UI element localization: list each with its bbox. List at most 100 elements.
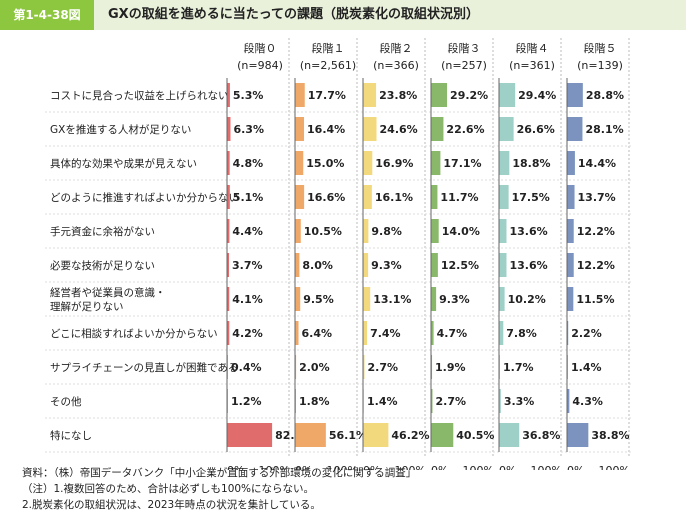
- data-label-s0-r6: 4.1%: [232, 293, 263, 306]
- data-label-s1-r9: 1.8%: [299, 395, 330, 408]
- tick-label-100-s1: 100%: [327, 464, 358, 470]
- tick-label-0-s5: 0%: [567, 464, 584, 470]
- footnote-1: （注）1.複数回答のため、合計は必ずしも100%にならない。: [22, 483, 315, 495]
- category-label-0: コストに見合った収益を上げられない: [50, 89, 229, 102]
- bar-s1-r3: [295, 185, 305, 209]
- bar-s3-r4: [431, 219, 439, 243]
- data-label-s1-r0: 17.7%: [308, 89, 346, 102]
- data-label-s2-r6: 13.1%: [373, 293, 411, 306]
- data-label-s5-r6: 11.5%: [576, 293, 614, 306]
- bar-s5-r0: [567, 83, 583, 107]
- bar-s5-r9: [567, 389, 570, 413]
- bar-s5-r7: [567, 321, 569, 345]
- data-label-s5-r1: 28.1%: [585, 123, 623, 136]
- figure-id-badge: 第1-4-38図: [0, 0, 94, 30]
- bar-s2-r10: [363, 423, 389, 447]
- bar-s4-r4: [499, 219, 507, 243]
- data-label-s3-r10: 40.5%: [456, 429, 494, 442]
- series-n-1: (n=2,561): [300, 59, 356, 72]
- series-header-0: 段階０: [244, 41, 277, 55]
- data-label-s4-r1: 26.6%: [517, 123, 555, 136]
- data-label-s4-r8: 1.7%: [503, 361, 534, 374]
- tick-label-100-s5: 100%: [599, 464, 630, 470]
- tick-label-0-s0: 0%: [227, 464, 244, 470]
- data-label-s0-r0: 5.3%: [233, 89, 264, 102]
- data-label-s4-r9: 3.3%: [504, 395, 535, 408]
- series-header-2: 段階２: [380, 41, 413, 55]
- category-label-6-b: 理解が足りない: [50, 300, 124, 313]
- data-label-s5-r4: 12.2%: [577, 225, 615, 238]
- data-label-s3-r8: 1.9%: [435, 361, 466, 374]
- tick-label-0-s2: 0%: [363, 464, 380, 470]
- bar-s1-r6: [295, 287, 301, 311]
- series-n-0: (n=984): [237, 59, 283, 72]
- bar-s5-r10: [567, 423, 589, 447]
- bar-s3-r8: [431, 355, 433, 379]
- bar-s0-r3: [227, 185, 230, 209]
- data-label-s4-r3: 17.5%: [512, 191, 550, 204]
- bar-s3-r0: [431, 83, 448, 107]
- category-label-2: 具体的な効果や成果が見えない: [50, 157, 197, 170]
- category-label-1: GXを推進する人材が足りない: [50, 123, 191, 136]
- data-label-s5-r9: 4.3%: [572, 395, 603, 408]
- category-label-6-a: 経営者や従業員の意識・: [50, 286, 166, 299]
- data-label-s2-r0: 23.8%: [379, 89, 417, 102]
- bar-s3-r9: [431, 389, 433, 413]
- tick-label-100-s0: 100%: [259, 464, 290, 470]
- figure-header: 第1-4-38図 GXの取組を進めるに当たっての課題（脱炭素化の取組状況別）: [0, 0, 686, 30]
- category-label-10: 特になし: [50, 430, 92, 442]
- data-label-s2-r8: 2.7%: [367, 361, 398, 374]
- bar-s2-r8: [363, 355, 365, 379]
- bar-s3-r2: [431, 151, 441, 175]
- bar-s4-r10: [499, 423, 520, 447]
- category-label-3: どのように推進すればよいか分からない: [50, 191, 239, 204]
- data-label-s1-r6: 9.5%: [303, 293, 334, 306]
- tick-label-0-s1: 0%: [295, 464, 312, 470]
- bar-s1-r1: [295, 117, 305, 141]
- data-label-s2-r7: 7.4%: [370, 327, 401, 340]
- bar-s4-r1: [499, 117, 514, 141]
- bar-s2-r1: [363, 117, 377, 141]
- data-label-s2-r3: 16.1%: [375, 191, 413, 204]
- data-label-s3-r3: 11.7%: [440, 191, 478, 204]
- category-label-9: その他: [50, 395, 82, 408]
- data-label-s5-r10: 38.8%: [591, 429, 629, 442]
- bar-s0-r7: [227, 321, 230, 345]
- data-label-s4-r7: 7.8%: [506, 327, 537, 340]
- bar-s0-r1: [227, 117, 231, 141]
- bar-s1-r8: [295, 355, 297, 379]
- data-label-s5-r0: 28.8%: [586, 89, 624, 102]
- bar-s0-r5: [227, 253, 230, 277]
- category-label-8: サプライチェーンの見直しが困難である: [50, 361, 238, 374]
- bar-s5-r4: [567, 219, 574, 243]
- bar-s3-r3: [431, 185, 438, 209]
- data-label-s4-r6: 10.2%: [508, 293, 546, 306]
- data-label-s5-r7: 2.2%: [571, 327, 602, 340]
- series-n-5: (n=139): [577, 59, 623, 72]
- bar-s5-r6: [567, 287, 574, 311]
- data-label-s0-r1: 6.3%: [233, 123, 264, 136]
- category-label-4: 手元資金に余裕がない: [50, 225, 155, 238]
- series-header-5: 段階５: [584, 41, 617, 55]
- data-label-s2-r10: 46.2%: [391, 429, 429, 442]
- data-label-s5-r8: 1.4%: [571, 361, 602, 374]
- data-label-s3-r1: 22.6%: [446, 123, 484, 136]
- category-label-5: 必要な技術が足りない: [50, 259, 155, 272]
- data-label-s1-r7: 6.4%: [302, 327, 333, 340]
- footnote-2: 2.脱炭素化の取組状況は、2023年時点の状況を集計している。: [22, 499, 321, 511]
- bar-s3-r1: [431, 117, 444, 141]
- bar-s0-r4: [227, 219, 230, 243]
- data-label-s1-r3: 16.6%: [307, 191, 345, 204]
- bar-s1-r4: [295, 219, 301, 243]
- data-label-s3-r6: 9.3%: [439, 293, 470, 306]
- tick-label-100-s4: 100%: [531, 464, 562, 470]
- bar-s4-r7: [499, 321, 504, 345]
- data-label-s0-r2: 4.8%: [233, 157, 264, 170]
- bar-s2-r5: [363, 253, 369, 277]
- bar-chart: 段階０ (n=984) 段階１ (n=2,561) 段階２ (n=366) 段階３ (n=25…: [45, 38, 632, 470]
- data-label-s0-r4: 4.4%: [232, 225, 263, 238]
- data-label-s0-r5: 3.7%: [232, 259, 263, 272]
- bar-s3-r6: [431, 287, 437, 311]
- data-label-s1-r10: 56.1%: [329, 429, 367, 442]
- series-n-2: (n=366): [373, 59, 419, 72]
